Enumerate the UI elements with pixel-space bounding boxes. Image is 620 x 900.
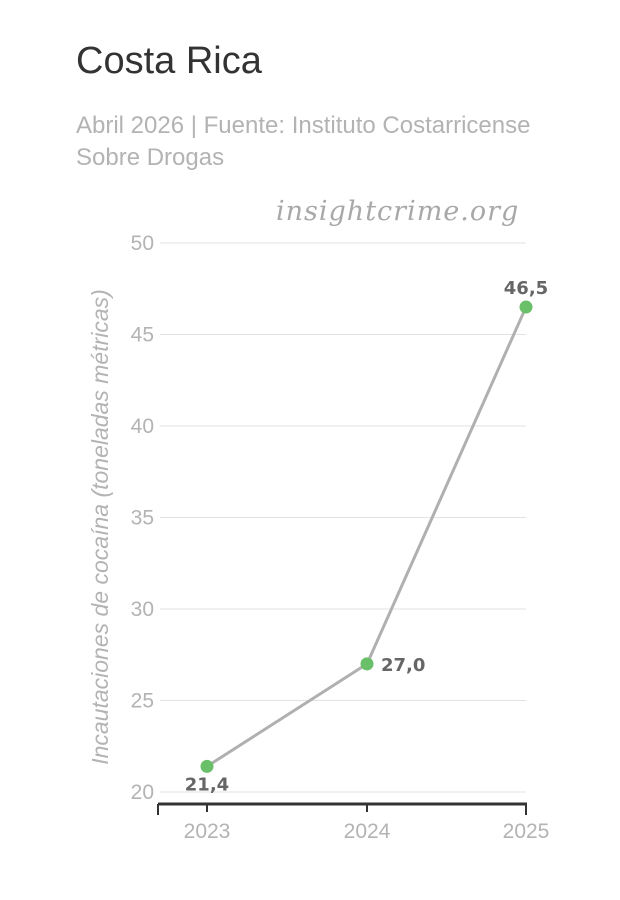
data-point-2025 xyxy=(519,300,533,314)
y-tick-label-20: 20 xyxy=(131,781,154,804)
x-tick-label-2024: 2024 xyxy=(344,820,391,843)
data-label-2025: 46,5 xyxy=(504,278,548,299)
watermark: insightcrime.org xyxy=(276,196,520,227)
gridlines xyxy=(160,242,526,793)
x-axis: 2023 2024 2025 xyxy=(157,802,550,843)
y-tick-label-25: 25 xyxy=(131,690,154,713)
y-tick-label-50: 50 xyxy=(131,232,154,255)
data-point-2024 xyxy=(360,657,374,671)
data-label-2023: 21,4 xyxy=(185,774,229,795)
y-tick-label-45: 45 xyxy=(131,324,154,347)
y-axis-label: Incautaciones de cocaína (toneladas métr… xyxy=(87,289,113,765)
x-tick-label-2023: 2023 xyxy=(184,820,231,843)
y-tick-label-35: 35 xyxy=(131,507,154,530)
data-point-2023 xyxy=(200,759,214,773)
y-axis-ticks: 20 25 30 35 40 45 50 xyxy=(131,232,154,804)
series xyxy=(200,300,533,773)
y-tick-label-30: 30 xyxy=(131,598,154,621)
y-tick-label-40: 40 xyxy=(131,415,154,438)
chart-title: Costa Rica xyxy=(76,40,262,82)
data-labels: 21,4 27,0 46,5 xyxy=(185,278,548,795)
x-tick-label-2025: 2025 xyxy=(503,820,550,843)
series-line xyxy=(206,306,528,768)
data-label-2024: 27,0 xyxy=(381,655,425,676)
chart-subtitle: Abril 2026 | Fuente: Instituto Costarric… xyxy=(76,112,531,171)
